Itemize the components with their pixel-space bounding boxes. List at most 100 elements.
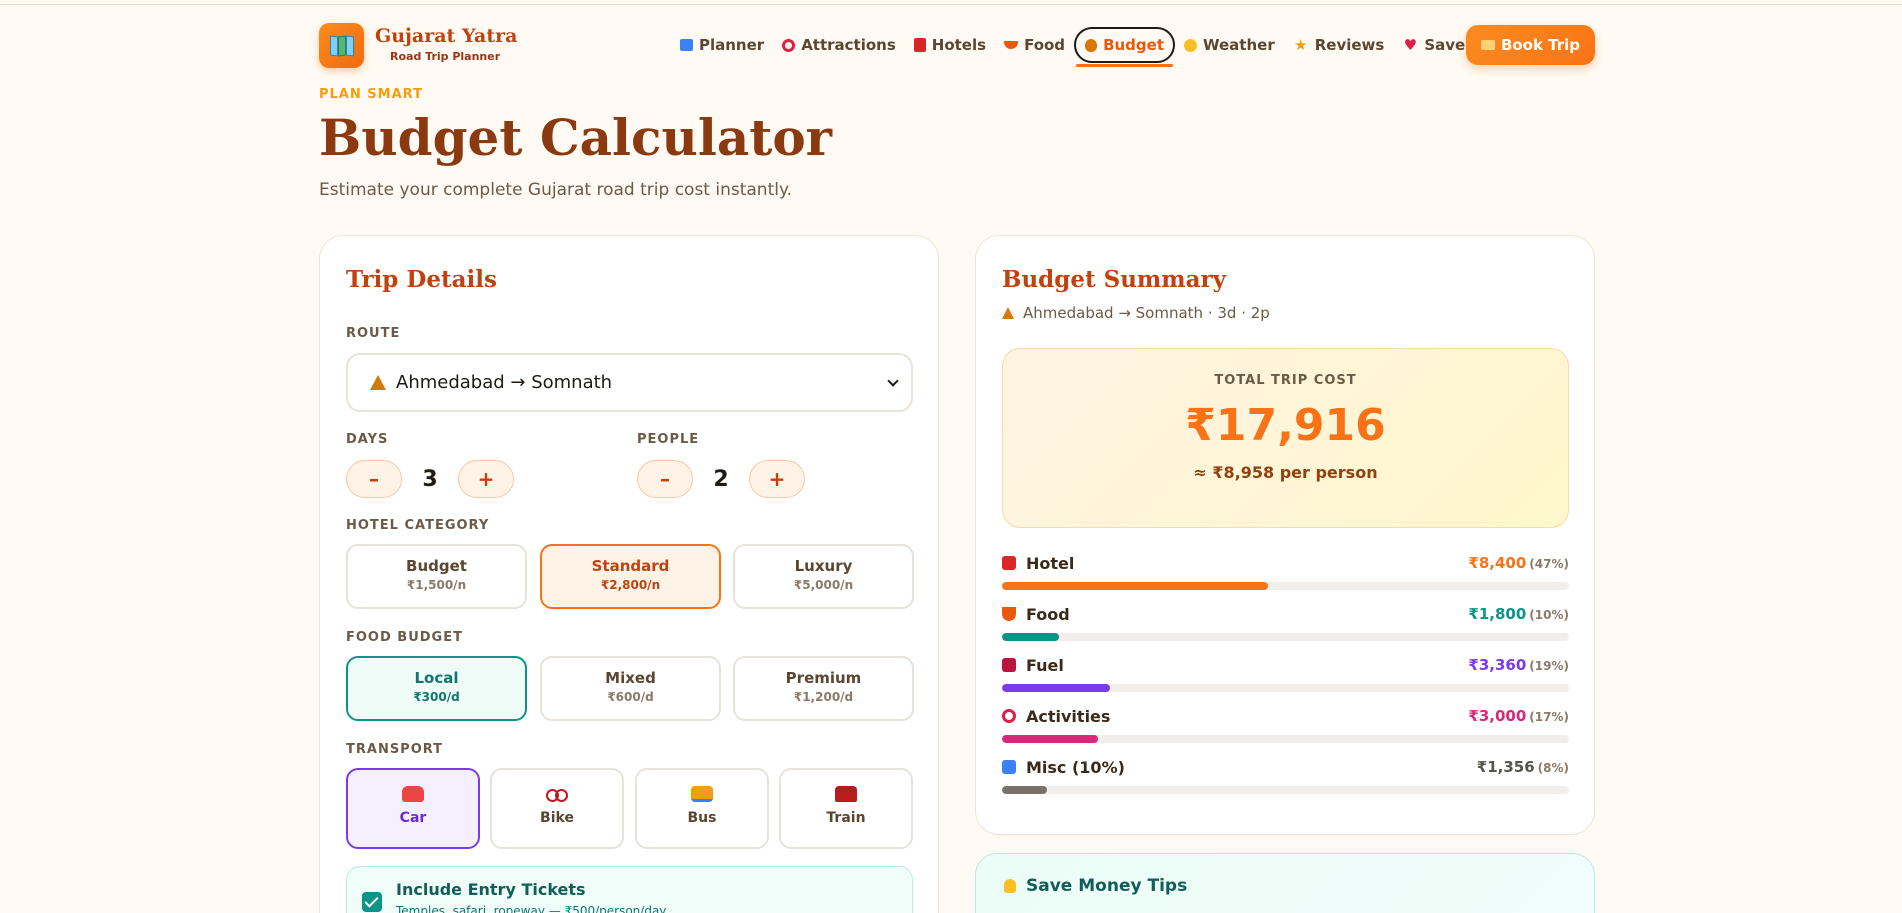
shopping-bags-icon <box>1002 760 1016 774</box>
entry-tickets-toggle[interactable]: Include Entry Tickets Temples, safari, r… <box>346 866 913 913</box>
transport-option-train[interactable]: Train <box>779 768 913 849</box>
option-price: ₹2,800/n <box>600 578 661 592</box>
days-stepper: – 3 + <box>346 460 514 498</box>
page-title: Budget Calculator <box>319 108 833 167</box>
breakdown-row-fuel: Fuel ₹3,360 (19%) <box>1002 656 1569 696</box>
hotel-option-standard[interactable]: Standard ₹2,800/n <box>540 544 721 609</box>
trip-details-title: Trip Details <box>346 266 497 293</box>
hotel-option-luxury[interactable]: Luxury ₹5,000/n <box>733 544 914 609</box>
option-price: ₹1,500/n <box>406 578 467 592</box>
nav-label: Budget <box>1103 36 1164 54</box>
food-bowl-icon <box>1002 607 1016 621</box>
train-icon <box>835 786 857 802</box>
nav-saved[interactable]: ♥ Saved <box>1393 27 1485 63</box>
option-price: ₹600/d <box>607 690 654 704</box>
hotel-icon <box>1002 556 1016 570</box>
breakdown-amount: ₹8,400 <box>1468 554 1527 572</box>
lightbulb-icon <box>1004 879 1016 893</box>
days-value: 3 <box>422 466 438 492</box>
nav-label: Hotels <box>931 36 987 54</box>
nav-planner[interactable]: Planner <box>671 27 773 63</box>
nav-budget[interactable]: Budget <box>1074 27 1175 67</box>
summary-route-meta: Ahmedabad → Somnath · 3d · 2p <box>1002 304 1270 322</box>
nav-reviews[interactable]: ★ Reviews <box>1284 27 1394 63</box>
trip-details-card: Trip Details ROUTE Ahmedabad → Somnath D… <box>319 235 939 913</box>
entry-tickets-description: Temples, safari, ropeway — ₹500/person/d… <box>396 904 667 913</box>
total-cost-panel: TOTAL TRIP COST ₹17,916 ≈ ₹8,958 per per… <box>1002 348 1569 528</box>
option-price: ₹1,200/d <box>793 690 854 704</box>
total-cost-value: ₹17,916 <box>1185 400 1386 451</box>
nav-attractions[interactable]: Attractions <box>773 27 905 63</box>
transport-option-bike[interactable]: Bike <box>490 768 624 849</box>
people-decrement-button[interactable]: – <box>637 460 693 498</box>
food-option-premium[interactable]: Premium ₹1,200/d <box>733 656 914 721</box>
breakdown-amount-group: ₹1,356 (8%) <box>1477 758 1569 776</box>
nav-food[interactable]: Food <box>995 27 1074 63</box>
option-name: Mixed <box>605 669 656 687</box>
site-header: Gujarat Yatra Road Trip Planner Planner … <box>319 23 1595 68</box>
hotel-option-budget[interactable]: Budget ₹1,500/n <box>346 544 527 609</box>
breakdown-name: Activities <box>1026 707 1111 726</box>
entry-tickets-checkbox[interactable] <box>362 892 382 912</box>
breakdown-amount-group: ₹1,800 (10%) <box>1468 605 1569 623</box>
breakdown-amount: ₹1,356 <box>1476 758 1535 776</box>
money-bag-icon <box>1085 38 1098 52</box>
breakdown-percent: (19%) <box>1529 659 1569 673</box>
budget-summary-card: Budget Summary Ahmedabad → Somnath · 3d … <box>975 235 1595 835</box>
breakdown-percent: (10%) <box>1529 608 1569 622</box>
option-name: Local <box>414 669 459 687</box>
car-icon <box>402 786 424 802</box>
nav-label: Planner <box>699 36 765 54</box>
breakdown-track <box>1002 684 1569 692</box>
breakdown-amount: ₹3,360 <box>1468 656 1527 674</box>
breakdown-track <box>1002 735 1569 743</box>
total-cost-label: TOTAL TRIP COST <box>1214 373 1357 388</box>
route-label: ROUTE <box>346 326 401 341</box>
route-select[interactable]: Ahmedabad → Somnath <box>346 353 913 412</box>
transport-option-car[interactable]: Car <box>346 768 480 849</box>
option-price: ₹5,000/n <box>793 578 854 592</box>
chevron-down-icon <box>887 375 899 387</box>
breakdown-track <box>1002 582 1569 590</box>
breakdown-name: Misc (10%) <box>1026 758 1125 777</box>
food-option-local[interactable]: Local ₹300/d <box>346 656 527 721</box>
people-increment-button[interactable]: + <box>749 460 805 498</box>
brand-name: Gujarat Yatra <box>375 25 518 47</box>
temple-icon <box>1002 307 1014 319</box>
nav-label: Saved <box>1424 36 1476 54</box>
logo[interactable] <box>319 23 364 68</box>
breakdown-bar <box>1002 684 1110 692</box>
nav-label: Attractions <box>801 36 896 54</box>
nav-hotels[interactable]: Hotels <box>905 27 995 63</box>
people-value: 2 <box>713 466 729 492</box>
breakdown-bar <box>1002 633 1059 641</box>
target-icon <box>782 38 796 52</box>
brand-tagline: Road Trip Planner <box>390 50 501 63</box>
nav-label: Food <box>1024 36 1066 54</box>
breakdown-percent: (17%) <box>1529 710 1569 724</box>
option-name: Standard <box>591 557 670 575</box>
map-icon <box>680 39 693 51</box>
days-increment-button[interactable]: + <box>458 460 514 498</box>
temple-icon <box>370 375 386 390</box>
save-money-tips-card: Save Money Tips <box>975 853 1595 913</box>
days-decrement-button[interactable]: – <box>346 460 402 498</box>
option-name: Luxury <box>794 557 853 575</box>
hotel-category-label: HOTEL CATEGORY <box>346 518 490 533</box>
breakdown-row-food: Food ₹1,800 (10%) <box>1002 605 1569 645</box>
transport-option-bus[interactable]: Bus <box>635 768 769 849</box>
option-name: Train <box>826 810 866 826</box>
book-trip-button[interactable]: Book Trip <box>1466 25 1595 65</box>
route-select-value: Ahmedabad → Somnath <box>396 372 613 393</box>
option-name: Premium <box>785 669 862 687</box>
star-icon: ★ <box>1294 35 1308 54</box>
breakdown-bar <box>1002 582 1269 590</box>
option-price: ₹300/d <box>413 690 460 704</box>
nav-weather[interactable]: Weather <box>1175 27 1284 63</box>
main-nav: Planner Attractions Hotels Food Budget W… <box>671 26 1485 67</box>
page-eyebrow: PLAN SMART <box>319 87 423 102</box>
breakdown-row-hotel: Hotel ₹8,400 (47%) <box>1002 554 1569 594</box>
food-option-mixed[interactable]: Mixed ₹600/d <box>540 656 721 721</box>
option-name: Bike <box>540 810 574 826</box>
summary-route-text: Ahmedabad → Somnath · 3d · 2p <box>1023 304 1270 322</box>
